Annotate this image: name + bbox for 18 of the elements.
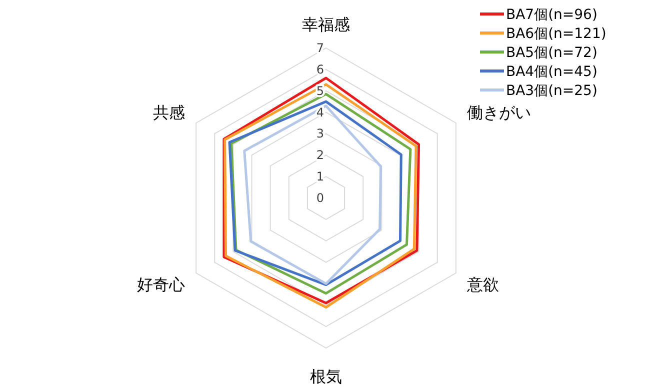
legend-label: BA4個(n=45) [506,64,598,80]
spoke-label: 意欲 [466,275,499,294]
legend-label: BA6個(n=121) [506,26,606,42]
y-tick-label: 4 [316,105,324,120]
spoke-label: 幸福感 [302,15,350,34]
spoke-label: 好奇心 [137,275,186,294]
legend-label: BA7個(n=96) [506,7,598,23]
spoke-label: 共感 [153,103,186,122]
y-tick-label: 0 [316,191,324,205]
y-tick-label: 2 [316,148,324,162]
legend-label: BA5個(n=72) [506,45,598,61]
legend-label: BA3個(n=25) [506,83,598,99]
y-tick-label: 1 [316,170,324,184]
y-tick-label: 6 [316,62,324,76]
y-tick-label: 3 [316,126,324,141]
spoke-label: 働きがい [466,103,531,122]
y-tick-label: 7 [316,41,324,55]
spoke-label: 根気 [310,367,342,386]
